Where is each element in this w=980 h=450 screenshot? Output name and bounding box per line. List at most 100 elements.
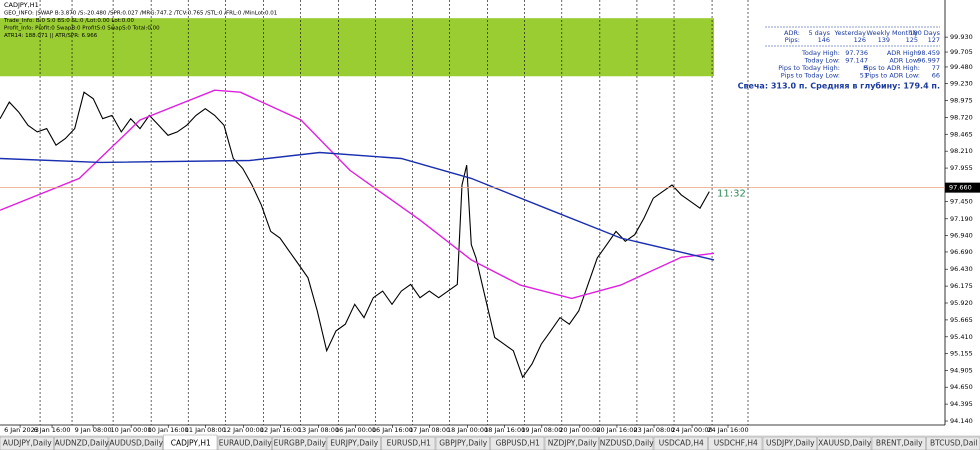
tab-bg [926,436,980,450]
x-tick-label: 11 Jan 08:00 [185,426,226,434]
x-tick-label: 19 Jan 08:00 [521,426,562,434]
x-tick-label: 6 Jan 2023 [4,426,39,434]
level-cell: Pips to Today Low: [781,72,840,80]
tab-label[interactable]: EURJPY,Daily [330,439,379,448]
y-tick-label: 99.230 [950,80,973,88]
y-tick-label: 94.395 [950,400,973,408]
level-cell: Pips to ADR High: [863,64,920,72]
level-cell: 97.147 [845,57,868,65]
adr-cell: 139 [878,36,890,44]
level-cell: 77 [932,64,940,72]
zone [0,18,714,77]
tab-label[interactable]: NZDJPY,Daily [548,439,598,448]
tab[interactable]: EURUSD,H1 [381,436,436,450]
level-cell: ADR Low: [889,57,920,65]
clock: 11:32 [717,189,746,200]
chart-title: CADJPY,H1 [4,1,39,9]
tab-bg [708,436,763,450]
tab-label[interactable]: AUDJPY,Daily [3,439,52,448]
tab-label[interactable]: EURGBP,Daily [274,439,327,448]
tab[interactable]: GBPJPY,Daily [435,436,490,450]
tab[interactable]: AUDNZD,Daily [54,436,110,450]
tab-bg [0,436,54,450]
tab-label[interactable]: AUDNZD,Daily [55,439,110,448]
tab[interactable]: AUDJPY,Daily [0,436,54,450]
adr-cell: 126 [854,36,866,44]
tab[interactable]: AUDUSD,Daily [108,436,164,450]
adr-cell: 180 Days [909,29,940,37]
x-tick-label: 6 Jan 16:00 [34,426,71,434]
y-tick-label: 99.480 [950,63,973,71]
x-tick-label: 20 Jan 00:00 [559,426,600,434]
y-tick-label: 97.955 [950,164,973,172]
x-tick-label: 10 Jan 16:00 [148,426,189,434]
tab-label[interactable]: USDCAD,H4 [659,439,704,448]
adr-cell: 146 [818,36,830,44]
candle-stats: Свеча: 313.0 п. Средняя в глубину: 179.4… [738,81,940,91]
tab[interactable]: EURGBP,Daily [272,436,327,450]
tab[interactable]: EURAUD,Daily [217,436,272,450]
tab-label[interactable]: BRENT,Daily [876,439,923,448]
tab[interactable]: NZDJPY,Daily [544,436,599,450]
adr-cell: 5 days [808,29,830,37]
tab[interactable]: CADJPY,H1 [163,434,218,450]
tab-bg [54,436,109,450]
tab-bg [108,436,163,450]
tab-label[interactable]: EURAUD,Daily [219,439,272,448]
tab[interactable]: BRENT,Daily [871,436,926,450]
tab-bg [381,436,436,450]
level-cell: Pips to ADR Low: [866,72,920,80]
x-tick-label: 23 Jan 08:00 [633,426,674,434]
tab-bg [326,436,381,450]
y-tick-label: 96.690 [950,248,973,256]
tab-bg [163,434,218,450]
y-tick-label: 98.975 [950,96,973,104]
price-line [0,91,710,379]
x-tick-label: 18 Jan 16:00 [484,426,525,434]
level-cell: Today High: [801,49,840,57]
tab-label[interactable]: NZDUSD,Daily [600,439,654,448]
y-tick-label: 99.930 [950,33,973,41]
tab-bg [762,436,817,450]
tab-label[interactable]: GBPUSD,H1 [496,439,541,448]
tab-label[interactable]: USDJPY,Daily [766,439,815,448]
tab-label[interactable]: XAUUSD,Daily [818,439,872,448]
tab-label[interactable]: BTCUSD,Dail [930,439,977,448]
x-tick-label: 16 Jan 00:00 [335,426,376,434]
tab[interactable]: GBPUSD,H1 [490,436,545,450]
adr-cell: ADR: [784,29,800,37]
y-tick-label: 94.650 [950,383,973,391]
tab[interactable]: BTCUSD,Dail [926,436,980,450]
tab-label[interactable]: USDCHF,H4 [714,439,758,448]
x-tick-label: 17 Jan 08:00 [409,426,450,434]
tab[interactable]: EURJPY,Daily [326,436,381,450]
level-cell: 5 [864,64,868,72]
tab-label[interactable]: GBPJPY,Daily [439,439,488,448]
x-tick-label: 18 Jan 00:00 [447,426,488,434]
y-tick-label: 95.155 [950,350,973,358]
level-cell: 97.736 [845,49,868,57]
tab-label[interactable]: AUDUSD,Daily [109,439,163,448]
last-price-box [945,182,980,193]
tab-label[interactable]: CADJPY,H1 [171,439,211,448]
info-line: GEO_INFO: |SWAP B:3.870 /S:-20.480 /SPR:… [4,11,277,17]
tab[interactable]: USDCAD,H4 [653,436,708,450]
tab[interactable]: NZDUSD,Daily [599,436,655,450]
y-tick-label: 98.720 [950,113,973,121]
tab[interactable]: USDJPY,Daily [762,436,817,450]
x-tick-label: 16 Jan 16:00 [372,426,413,434]
tab[interactable]: USDCHF,H4 [708,436,763,450]
tab-bg [544,436,599,450]
adr-cell: Yesterday [833,29,866,37]
tab-label[interactable]: EURUSD,H1 [387,439,431,448]
moving-average [0,151,715,261]
x-tick-label: 12 Jan 16:00 [260,426,301,434]
y-tick-label: 98.210 [950,147,973,155]
y-tick-label: 98.465 [950,130,973,138]
tab-bg [272,436,327,450]
y-tick-label: 99.705 [950,48,973,56]
y-tick-label: 94.140 [950,417,973,425]
x-tick-label: 12 Jan 00:00 [223,426,264,434]
tab[interactable]: XAUUSD,Daily [817,436,872,450]
